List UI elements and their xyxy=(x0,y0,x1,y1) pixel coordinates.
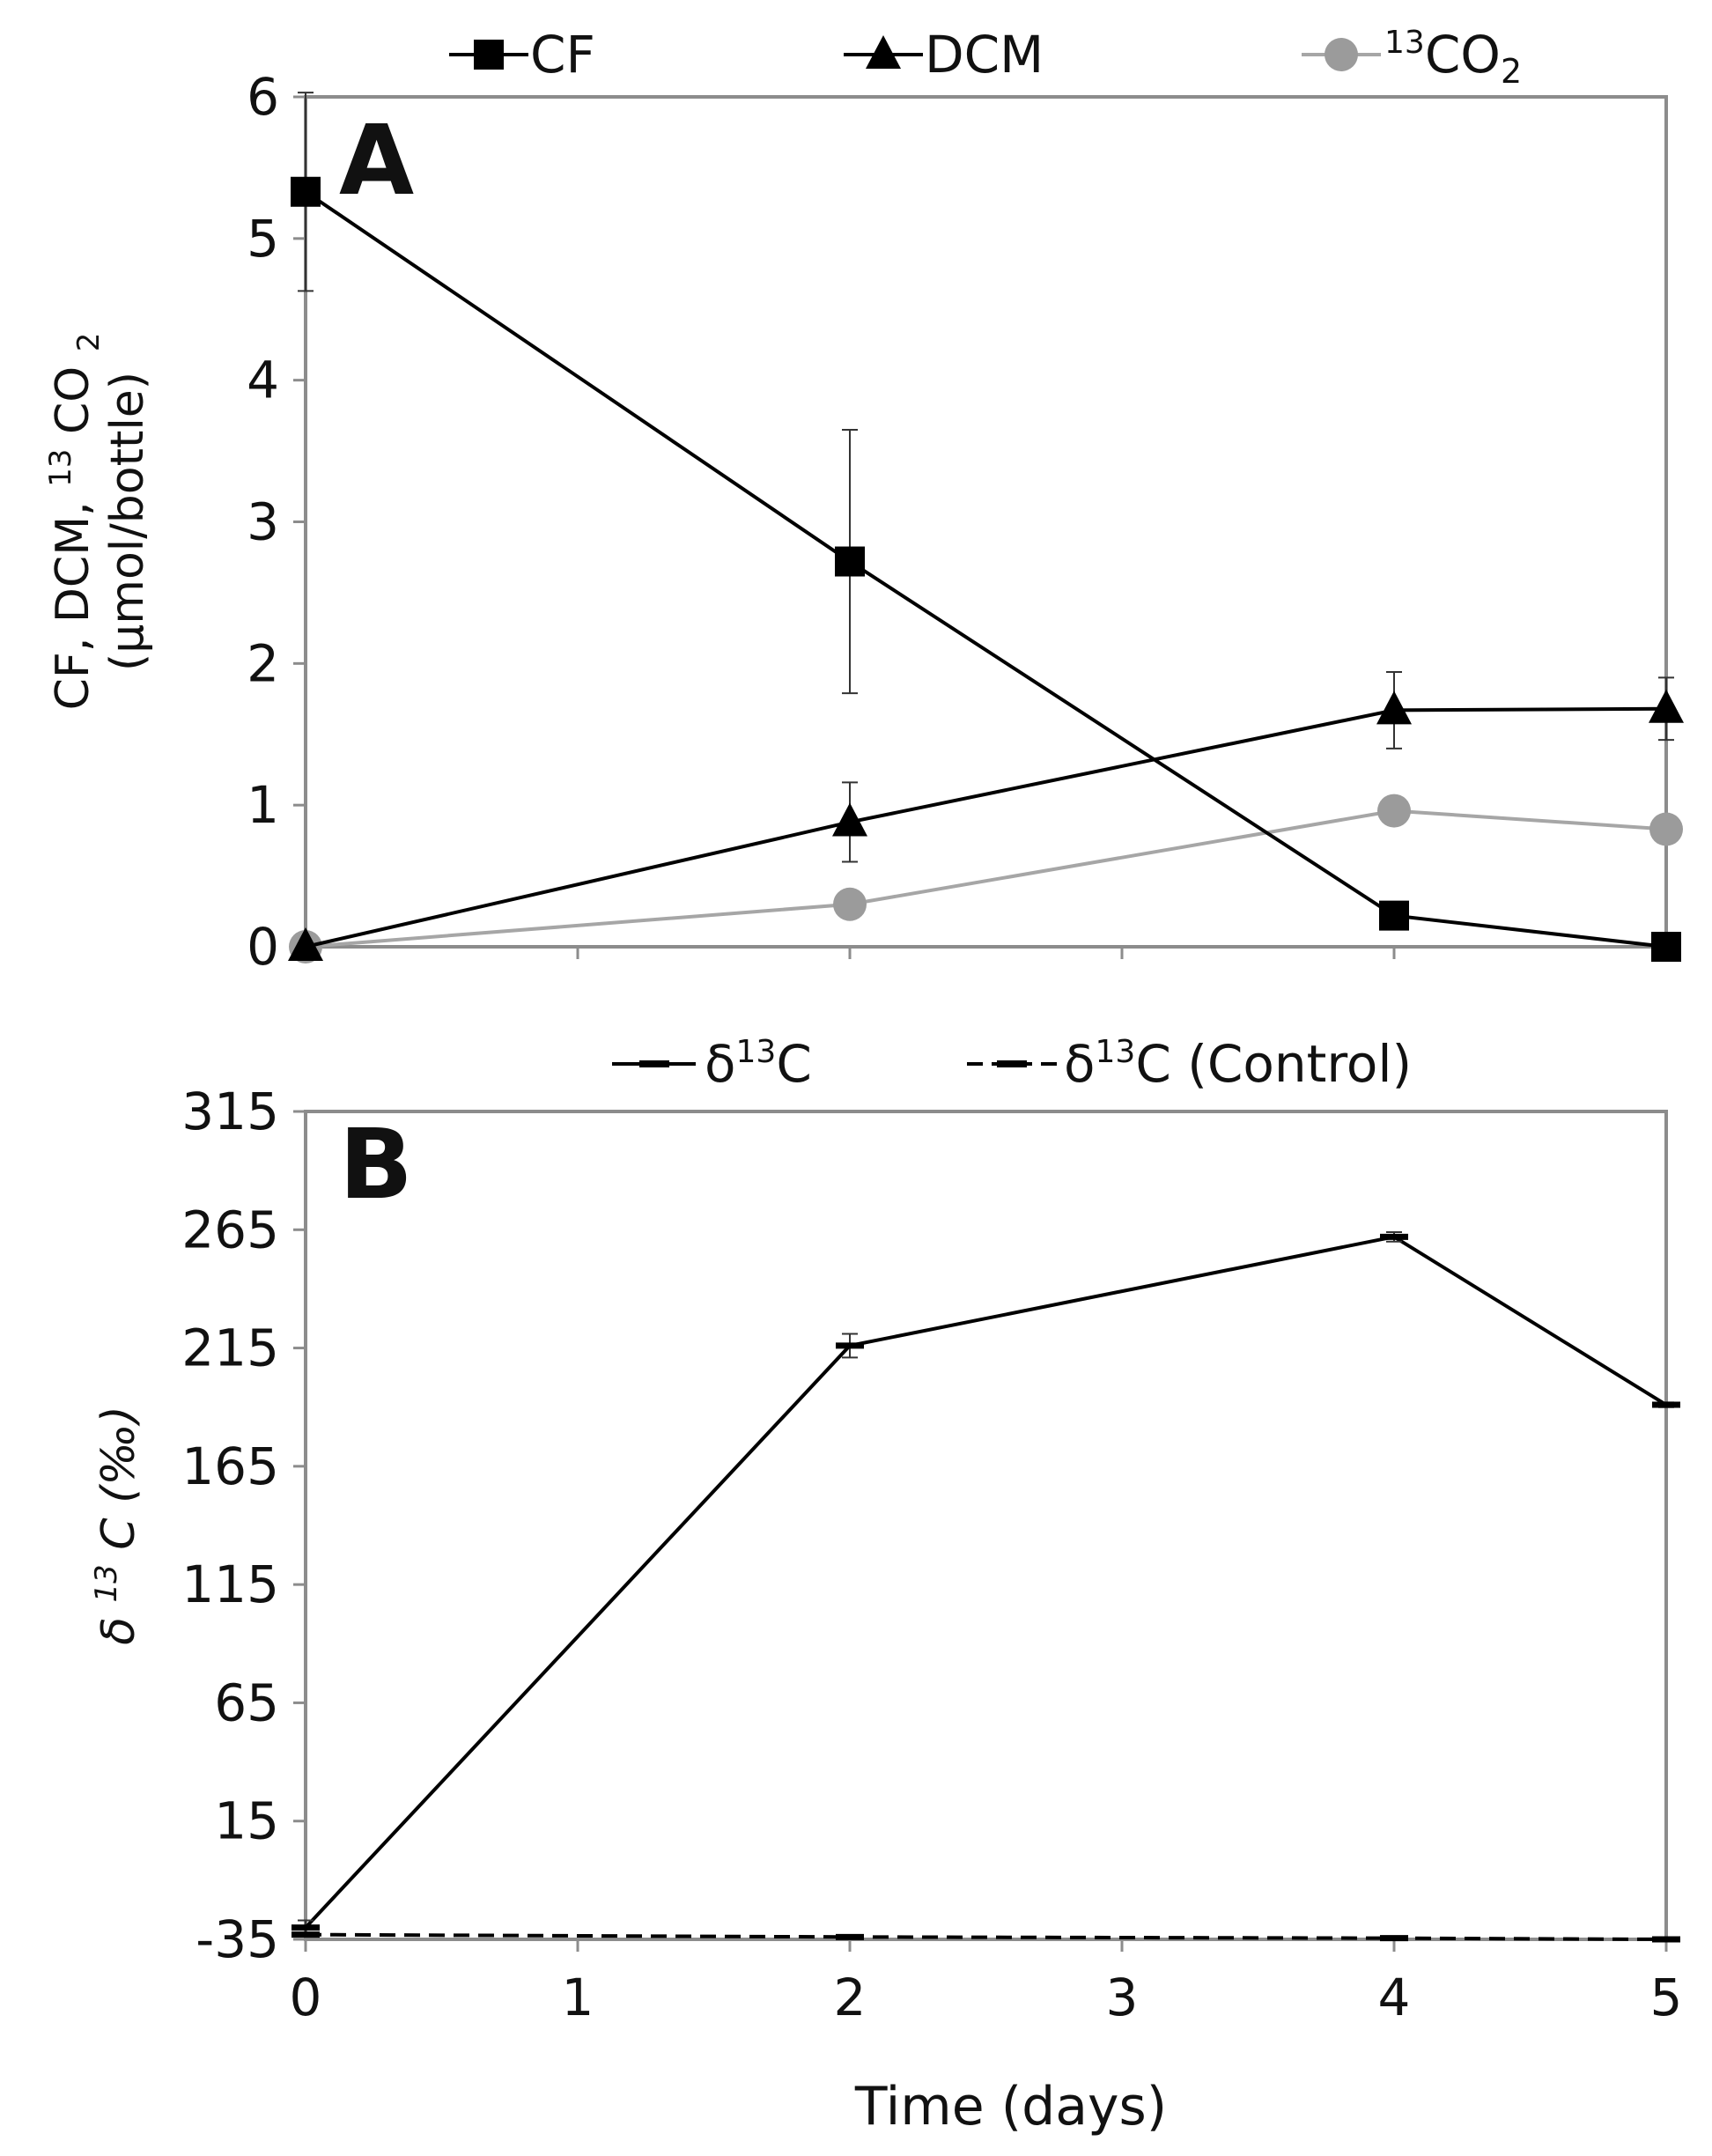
panel-b-y-axis-label: δ 13 C (‰) xyxy=(75,1406,145,1645)
panel-a-cf-point xyxy=(835,546,865,577)
panel-b-delta-line xyxy=(304,1235,1668,1929)
legend-control-main: δ xyxy=(1064,1034,1096,1094)
panel-a-y-tick-label: 6 xyxy=(247,67,279,127)
legend-co2-superscript: 13 xyxy=(1384,25,1425,61)
panel-a-series-line xyxy=(305,706,1667,949)
panel-b-control-line xyxy=(305,1932,1667,1941)
panel-a-legend: CF DCM 13CO2 xyxy=(449,25,1522,91)
panel-b-letter: B xyxy=(339,1108,413,1221)
panel-b-y-axis-label-text: δ 13 C (‰) xyxy=(75,1406,145,1645)
panel-b-y-axis-label-delta: δ xyxy=(92,1617,145,1645)
legend-co2-subscript: 2 xyxy=(1501,52,1522,91)
panel-a-dcm-point xyxy=(1376,690,1412,725)
panel-b-plot xyxy=(291,1230,1680,1943)
panel-a-plot xyxy=(288,92,1684,964)
panel-a-y-tick-label: 0 xyxy=(247,917,279,977)
panel-a: A CF DCM 13CO2 CF, DCM, 13 CO 2 (µmol/bott… xyxy=(29,25,1684,977)
panel-a-y-axis-label-line2: (µmol/bottle) xyxy=(101,372,154,671)
panel-a-dcm-point xyxy=(1649,689,1684,723)
panel-b-y-tick-label: 165 xyxy=(181,1436,279,1496)
legend-delta-superscript: 13 xyxy=(736,1034,777,1070)
legend-co2-label: 13CO2 xyxy=(1384,25,1522,91)
panel-b-legend: δ13C δ13C (Control) xyxy=(612,1034,1412,1094)
panel-a-plot-frame xyxy=(304,95,1668,949)
legend-dcm-label: DCM xyxy=(925,25,1044,85)
panel-a-axes: 0 1 2 3 4 5 6 xyxy=(247,67,1668,977)
panel-b-y-tick-label: 215 xyxy=(181,1318,279,1378)
legend-delta-main: δ xyxy=(705,1034,736,1094)
panel-a-dcm-point xyxy=(832,802,867,837)
legend-cf-label: CF xyxy=(530,25,595,85)
panel-a-y-tick-label: 5 xyxy=(247,209,279,269)
panel-a-dcm-point xyxy=(288,927,323,961)
panel-a-co2-point xyxy=(1649,812,1683,846)
legend-control-superscript: 13 xyxy=(1096,1034,1136,1070)
panel-b-y-tick-label: -35 xyxy=(196,1909,279,1969)
panel-b-y-axis-label-end: C (‰) xyxy=(92,1406,145,1550)
x-tick-label: 2 xyxy=(834,1968,867,2027)
x-tick-label: 0 xyxy=(290,1968,322,2027)
x-tick-label: 1 xyxy=(562,1968,594,2027)
panel-a-cf-point xyxy=(291,176,321,207)
legend-control-end: C (Control) xyxy=(1135,1034,1412,1094)
panel-b-y-tick-label: 315 xyxy=(181,1082,279,1141)
panel-a-co2-point xyxy=(1377,794,1411,828)
legend-cf-square-icon xyxy=(474,40,504,70)
panel-a-y-tick-label: 2 xyxy=(247,633,279,693)
x-tick-label: 4 xyxy=(1378,1968,1411,2027)
panel-a-y-tick-label: 3 xyxy=(247,492,279,552)
panel-a-y-tick-label: 1 xyxy=(247,775,279,835)
legend-co2-main: CO xyxy=(1425,25,1501,85)
legend-dcm-triangle-icon xyxy=(866,35,901,69)
panel-a-y-axis-label-subscript: 2 xyxy=(71,333,107,352)
panel-a-y-tick-label: 4 xyxy=(247,351,279,410)
panel-a-y-axis-label-superscript: 13 xyxy=(43,449,78,487)
panel-b-plot-frame xyxy=(304,1110,1668,1941)
panel-a-y-axis-label: CF, DCM, 13 CO 2 (µmol/bottle) xyxy=(29,333,154,711)
legend-delta-label: δ13C xyxy=(705,1034,812,1094)
panel-b-y-axis-label-superscript: 13 xyxy=(89,1564,124,1602)
panel-b-y-tick-label: 115 xyxy=(181,1554,279,1614)
panel-b-y-tick-label: 65 xyxy=(214,1672,279,1732)
legend-control-label: δ13C (Control) xyxy=(1064,1034,1412,1094)
panel-a-y-axis-label-text: CF, DCM, xyxy=(47,487,100,711)
legend-delta-end: C xyxy=(776,1034,812,1094)
panel-a-co2-point xyxy=(833,887,867,921)
panel-a-series-line xyxy=(305,808,1667,949)
panel-a-series-line xyxy=(304,190,1667,949)
panel-b-y-tick-label: 15 xyxy=(214,1791,279,1851)
x-tick-label: 5 xyxy=(1650,1968,1683,2027)
panel-a-cf-point xyxy=(1651,932,1681,962)
panel-b-y-tick-label: 265 xyxy=(181,1200,279,1259)
panel-a-y-axis-label-co: CO xyxy=(47,366,100,434)
panel-a-cf-point xyxy=(1379,900,1409,931)
legend-co2-circle-icon xyxy=(1325,38,1358,71)
x-axis-title: Time (days) xyxy=(854,2076,1167,2138)
panel-b: B δ13C δ13C (Control) δ 13 C (‰) -3515651… xyxy=(75,1034,1682,2138)
panel-b-axes: -35 15 65 115 165 215 265 315 0 1 2 3 4 5 xyxy=(181,1082,1682,2027)
panel-a-y-axis-label-line1: CF, DCM, 13 CO 2 xyxy=(29,333,107,711)
x-tick-label: 3 xyxy=(1106,1968,1139,2027)
panel-a-letter: A xyxy=(339,104,414,217)
